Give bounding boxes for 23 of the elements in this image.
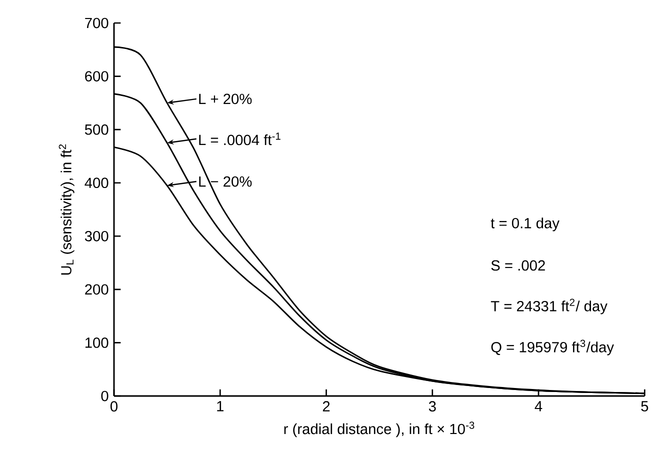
x-tick-label: 0 [110,401,118,412]
annotation: Q = 195979 ft$^{3}$/day [491,340,614,356]
x-axis-title: r (radial distance ), in ft × 10$^{-3}$ [284,422,474,438]
y-tick-label: 500 [84,124,108,135]
legend-label: L = .0004 ft$^{-1}$ [199,132,280,146]
y-tick-label: 100 [85,338,108,348]
x-tick-label: 3 [428,401,436,412]
y-tick-label: 0 [101,390,108,402]
x-tick-label: 2 [322,401,330,412]
annotation: T = 24331 ft$^{2}$/ day [490,298,608,314]
y-axis-title: U$_{L}$ (sensitivity), in ft$^{2}$ [58,144,74,275]
x-tick-label: 5 [641,401,648,412]
y-tick-label: 300 [84,230,108,242]
annotation: S = .002 [491,260,545,271]
y-tick-label: 200 [85,284,108,295]
legend-label: L + 20% [199,94,252,104]
y-tick-label: 600 [85,71,108,82]
y-tick-label: 400 [84,178,108,188]
x-tick-label: 4 [534,401,542,412]
annotation: t = 0.1 day [490,218,560,232]
y-tick-label: 700 [85,18,108,28]
x-tick-label: 1 [217,401,224,412]
legend-label: L − 20% [199,176,252,187]
